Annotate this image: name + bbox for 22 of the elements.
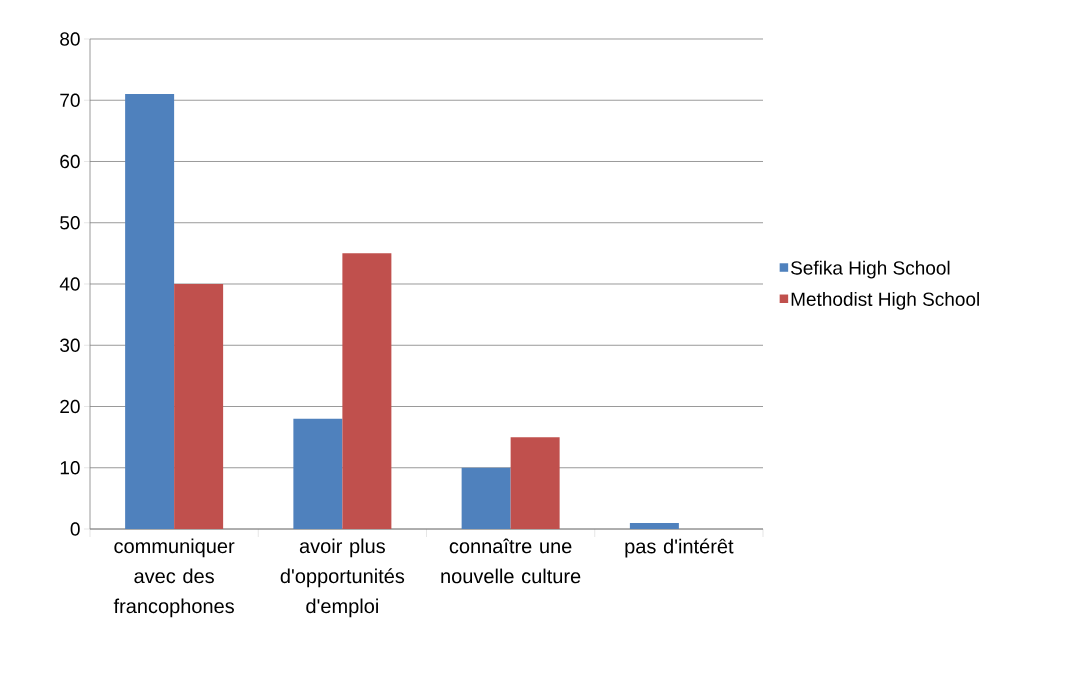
bar bbox=[510, 437, 560, 529]
legend-label: Methodist High School bbox=[791, 291, 979, 310]
y-tick-label: 80 bbox=[60, 32, 80, 46]
y-tick-label: 70 bbox=[60, 93, 80, 107]
y-tick-label: 50 bbox=[60, 216, 80, 230]
bar bbox=[342, 253, 392, 529]
bar bbox=[629, 522, 679, 529]
x-tick-label: avoir plus d'opportunités d'emploi bbox=[280, 538, 405, 618]
y-tick-label: 40 bbox=[59, 277, 80, 291]
x-tick-label: communiquer avec des francophones bbox=[113, 538, 235, 618]
bar bbox=[293, 418, 343, 529]
y-tick-label: 30 bbox=[60, 338, 80, 352]
y-tick-label: 10 bbox=[60, 461, 80, 475]
bar bbox=[174, 284, 224, 529]
y-tick-label: 60 bbox=[60, 154, 80, 169]
y-tick-label: 0 bbox=[70, 522, 80, 536]
bar bbox=[125, 94, 175, 529]
bar bbox=[461, 467, 511, 529]
x-tick-label: connaître une nouvelle culture bbox=[441, 538, 581, 584]
x-tick-label: pas d'intérêt bbox=[625, 538, 734, 558]
legend-label: Sefika High School bbox=[791, 260, 950, 279]
y-tick-label: 20 bbox=[60, 399, 80, 414]
